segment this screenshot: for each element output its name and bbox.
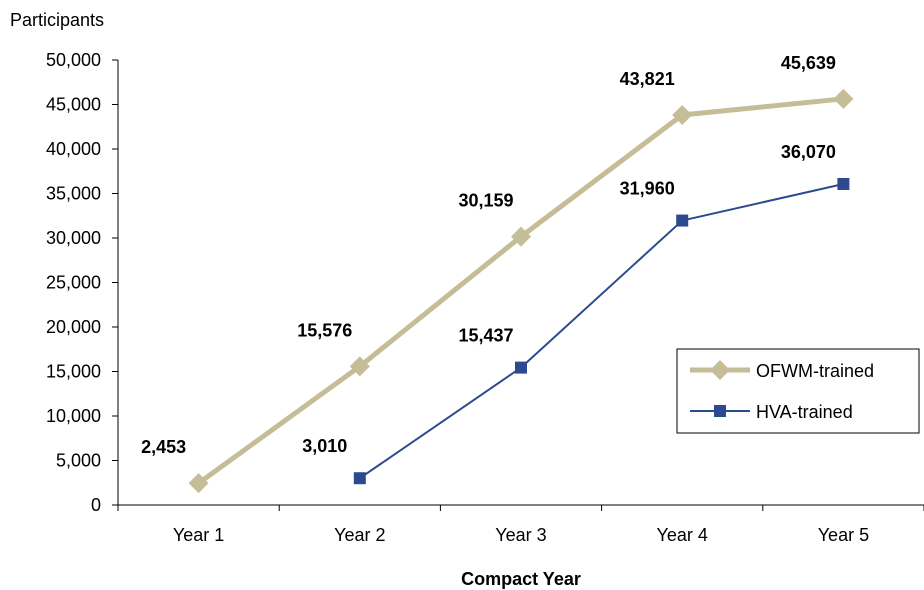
y-axis-title: Participants (10, 10, 104, 30)
hva-trained-line (359, 183, 844, 480)
hva-trained-point (353, 472, 366, 485)
y-tick-label: 0 (91, 495, 101, 515)
series-layer (188, 88, 854, 494)
y-axis-ticks: 0 5,000 10,000 15,000 20,000 25,000 30,000 35,0… (46, 50, 118, 515)
hva-trained-point (676, 214, 689, 227)
ofwm-trained-point (672, 104, 693, 125)
x-tick-label: Year 5 (818, 525, 869, 545)
ofwm-trained-data-label: 43,821 (620, 69, 675, 89)
x-tick-label: Year 2 (334, 525, 385, 545)
y-tick-label: 20,000 (46, 317, 101, 337)
y-tick-label: 50,000 (46, 50, 101, 70)
legend-label-hva-trained: HVA-trained (756, 402, 853, 422)
legend-marker-ofwm-trained (710, 360, 730, 380)
ofwm-trained-data-label: 45,639 (781, 53, 836, 73)
x-axis-title: Compact Year (461, 569, 581, 589)
hva-trained-data-label: 15,437 (458, 326, 513, 346)
hva-trained-data-label: 36,070 (781, 142, 836, 162)
data-labels: 2,453 15,576 30,159 43,821 45,639 3,010 15,437… (141, 53, 836, 457)
ofwm-trained-point (833, 88, 854, 109)
ofwm-trained-data-label: 30,159 (458, 191, 513, 211)
legend-label-ofwm-trained: OFWM-trained (756, 361, 874, 381)
hva-trained-point (515, 361, 527, 374)
y-tick-label: 10,000 (46, 406, 101, 426)
y-tick-label: 40,000 (46, 139, 101, 159)
x-tick-label: Year 4 (657, 525, 708, 545)
hva-trained-data-label: 3,010 (302, 436, 347, 456)
y-tick-label: 45,000 (46, 95, 101, 115)
ofwm-trained-point (511, 226, 531, 247)
x-tick-label: Year 3 (495, 525, 546, 545)
y-tick-label: 5,000 (56, 451, 101, 471)
y-tick-label: 35,000 (46, 184, 101, 204)
x-tick-label: Year 1 (173, 525, 224, 545)
legend-marker-hva-trained (714, 405, 726, 417)
ofwm-trained-point (349, 356, 370, 377)
hva-trained-data-label: 31,960 (620, 179, 675, 199)
y-tick-label: 25,000 (46, 273, 101, 293)
hva-trained-point (837, 177, 850, 190)
ofwm-trained-data-label: 2,453 (141, 437, 186, 457)
y-tick-label: 15,000 (46, 362, 101, 382)
ofwm-trained-point (188, 473, 209, 494)
x-axis-ticks: Year 1 Year 2 Year 3 Year 4 Year 5 (117, 505, 924, 545)
ofwm-trained-data-label: 15,576 (297, 320, 352, 340)
y-tick-label: 30,000 (46, 228, 101, 248)
legend: OFWM-trained HVA-trained (676, 348, 920, 434)
